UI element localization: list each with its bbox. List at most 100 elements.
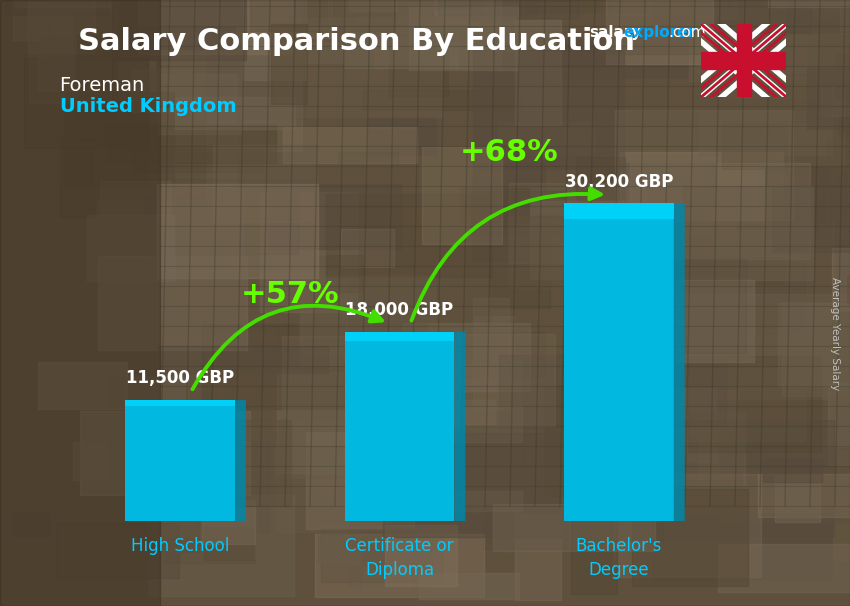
Bar: [344, 331, 455, 521]
Bar: [677, 423, 742, 515]
Bar: [408, 0, 495, 9]
Bar: [483, 503, 568, 549]
Bar: [175, 97, 295, 128]
Text: 11,500 GBP: 11,500 GBP: [126, 370, 235, 387]
Bar: [326, 194, 492, 276]
Bar: [499, 122, 593, 155]
Bar: [653, 259, 746, 353]
Bar: [37, 37, 73, 90]
Bar: [700, 112, 831, 155]
Bar: [606, 0, 713, 64]
Bar: [410, 332, 545, 377]
Polygon shape: [455, 331, 465, 521]
Bar: [13, 0, 118, 41]
Polygon shape: [235, 400, 246, 521]
Bar: [125, 400, 235, 406]
Bar: [328, 0, 494, 24]
Bar: [409, 5, 518, 70]
Bar: [341, 228, 394, 267]
Bar: [808, 0, 850, 67]
Bar: [772, 186, 850, 253]
Text: salary: salary: [589, 25, 642, 41]
Bar: [150, 486, 199, 552]
Bar: [306, 432, 415, 529]
Bar: [604, 412, 745, 485]
Bar: [98, 256, 247, 350]
Bar: [694, 0, 737, 19]
Polygon shape: [674, 203, 684, 521]
Bar: [337, 152, 399, 201]
Bar: [629, 388, 716, 462]
Text: United Kingdom: United Kingdom: [60, 97, 236, 116]
Bar: [403, 323, 530, 391]
Bar: [394, 364, 512, 392]
Bar: [483, 0, 518, 52]
Bar: [314, 534, 484, 597]
Bar: [64, 92, 174, 187]
Bar: [299, 276, 434, 356]
Bar: [320, 525, 436, 549]
Bar: [433, 0, 500, 56]
Bar: [148, 73, 236, 187]
Text: Average Yearly Salary: Average Yearly Salary: [830, 277, 840, 390]
Bar: [611, 358, 726, 426]
Bar: [201, 324, 343, 409]
Bar: [688, 356, 820, 451]
Bar: [363, 90, 522, 110]
Bar: [139, 420, 292, 507]
Bar: [268, 18, 442, 117]
Bar: [617, 163, 715, 275]
Bar: [461, 188, 529, 222]
Bar: [828, 383, 850, 465]
Bar: [355, 16, 515, 41]
Bar: [515, 514, 561, 601]
Bar: [808, 68, 850, 130]
Bar: [688, 10, 850, 81]
Bar: [827, 139, 850, 241]
Bar: [832, 248, 850, 311]
Bar: [97, 102, 205, 199]
Bar: [139, 0, 292, 54]
Bar: [503, 541, 625, 578]
Bar: [598, 1, 722, 54]
Bar: [38, 362, 127, 409]
Bar: [802, 135, 850, 243]
Bar: [581, 199, 736, 236]
Bar: [691, 0, 850, 32]
Bar: [473, 298, 509, 410]
Bar: [625, 390, 736, 479]
Text: Salary Comparison By Education: Salary Comparison By Education: [78, 27, 636, 56]
Bar: [473, 162, 545, 259]
Bar: [640, 368, 805, 441]
Bar: [80, 411, 250, 495]
Bar: [718, 544, 850, 592]
Bar: [473, 50, 624, 169]
Bar: [446, 263, 519, 344]
Bar: [275, 421, 360, 532]
Bar: [683, 186, 813, 280]
Bar: [25, 58, 148, 148]
Bar: [419, 573, 519, 599]
Bar: [189, 419, 269, 533]
Bar: [604, 15, 726, 127]
Bar: [158, 108, 241, 133]
Bar: [847, 275, 850, 302]
Bar: [150, 32, 302, 151]
Bar: [778, 303, 850, 387]
Bar: [125, 400, 235, 521]
Bar: [515, 19, 561, 125]
Bar: [765, 168, 831, 238]
Bar: [131, 69, 195, 112]
Bar: [0, 0, 160, 606]
Bar: [204, 527, 253, 560]
Bar: [250, 0, 395, 32]
Bar: [271, 24, 307, 104]
Bar: [840, 0, 850, 34]
Bar: [28, 0, 95, 53]
Bar: [29, 5, 111, 102]
Bar: [348, 0, 395, 11]
Bar: [614, 474, 761, 577]
Bar: [835, 173, 850, 293]
Bar: [385, 525, 457, 587]
Bar: [282, 336, 347, 418]
